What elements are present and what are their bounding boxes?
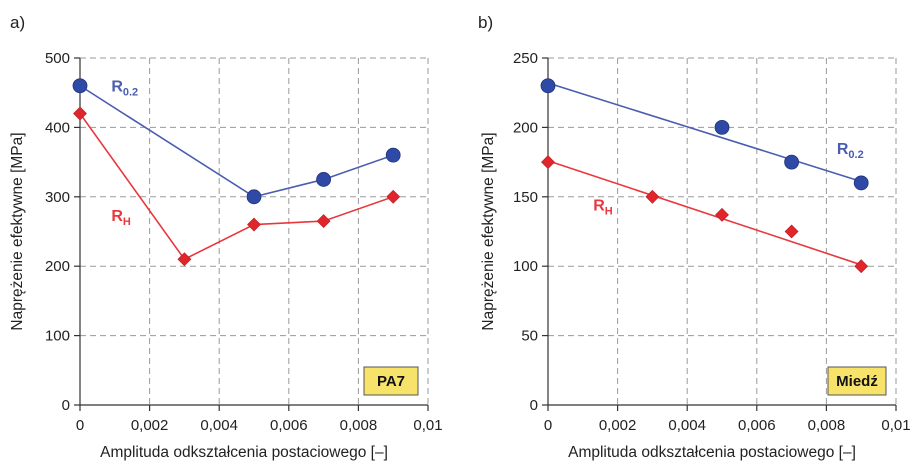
series-label: RH <box>111 208 131 228</box>
y-tick-label: 200 <box>45 258 70 275</box>
material-badge-label: Miedź <box>836 373 878 390</box>
y-tick-label: 400 <box>45 119 70 136</box>
material-badge <box>827 366 887 396</box>
x-tick-label: 0,002 <box>599 417 637 434</box>
chart-panel-1: a) 0 0,002 0,004 0,006 0,008 0,01 0 100 200 300 400… <box>9 13 443 461</box>
x-axis-label: Amplituda odkształcenia postaciowego [–] <box>100 444 388 461</box>
panel-label: b) <box>478 13 493 32</box>
data-point-diamond <box>316 214 331 229</box>
series-R0.2: R0.2 <box>72 78 401 205</box>
y-axis-label: Naprężenie efektywne [MPa] <box>480 132 497 330</box>
data-point-diamond <box>247 217 261 232</box>
material-badge <box>363 366 419 396</box>
y-tick-label: 150 <box>513 189 538 206</box>
data-point-circle <box>72 78 88 94</box>
x-tick-label: 0,004 <box>668 417 706 434</box>
x-tick-label: 0 <box>544 417 552 434</box>
data-point-circle <box>385 147 401 163</box>
data-point-circle <box>540 78 556 94</box>
y-tick-label: 300 <box>45 189 70 206</box>
data-point-circle <box>853 175 869 191</box>
series-line <box>79 85 394 198</box>
series-label: RH <box>593 198 613 218</box>
chart-panel-2: b) 0 0,002 0,004 0,006 0,008 0,01 0 50 100 150 200 2… <box>478 13 911 461</box>
material-badge-label: PA7 <box>377 373 405 390</box>
x-tick-label: 0,004 <box>200 417 238 434</box>
data-point-diamond <box>386 189 401 204</box>
y-tick-label: 0 <box>530 397 538 414</box>
y-tick-label: 100 <box>45 328 70 345</box>
panel-label: a) <box>10 13 25 32</box>
y-tick-label: 250 <box>513 50 538 67</box>
data-point-circle <box>316 172 332 187</box>
series-RH: RH <box>73 106 401 267</box>
x-tick-label: 0,006 <box>738 417 776 434</box>
data-point-diamond <box>854 259 869 274</box>
x-tick-label: 0,006 <box>270 417 308 434</box>
series-R0.2: R0.2 <box>540 78 869 191</box>
y-tick-label: 200 <box>513 119 538 136</box>
x-tick-label: 0,002 <box>131 417 169 434</box>
data-point-diamond <box>784 224 799 239</box>
y-tick-label: 0 <box>62 397 70 414</box>
y-tick-label: 50 <box>521 328 538 345</box>
data-point-diamond <box>715 207 729 222</box>
y-axis-label: Naprężenie efektywne [MPa] <box>9 132 26 330</box>
data-point-circle <box>784 154 799 170</box>
data-point-diamond <box>73 106 87 121</box>
x-tick-label: 0 <box>76 417 84 434</box>
y-tick-label: 500 <box>45 50 70 67</box>
series-label: R0.2 <box>111 78 138 98</box>
series-line <box>547 82 862 183</box>
series-line <box>547 159 862 266</box>
series-RH: RH <box>541 155 869 274</box>
series-label: R0.2 <box>837 141 864 161</box>
x-tick-label: 0,008 <box>808 417 846 434</box>
data-point-circle <box>714 120 730 135</box>
x-tick-label: 0,01 <box>881 417 910 434</box>
data-point-diamond <box>645 189 660 204</box>
y-tick-label: 100 <box>513 258 538 275</box>
data-point-circle <box>246 189 262 205</box>
data-point-diamond <box>541 155 555 170</box>
x-axis-label: Amplituda odkształcenia postaciowego [–] <box>568 444 856 461</box>
x-tick-label: 0,01 <box>413 417 442 434</box>
x-tick-label: 0,008 <box>340 417 378 434</box>
data-point-diamond <box>177 252 192 267</box>
